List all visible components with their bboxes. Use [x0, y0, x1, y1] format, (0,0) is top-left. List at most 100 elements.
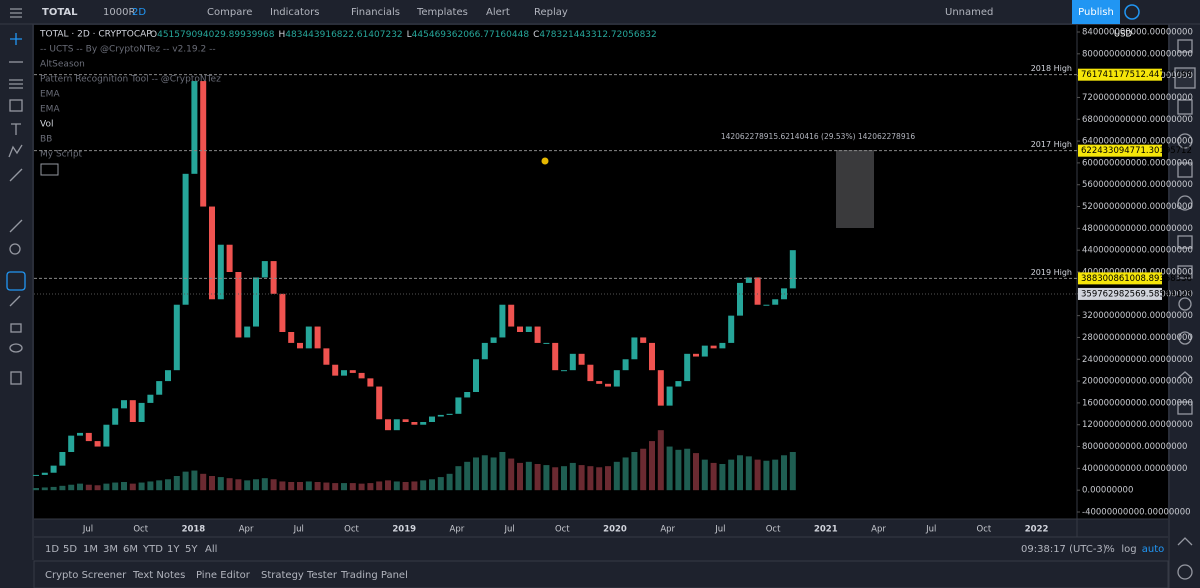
volume-bar	[481, 455, 488, 491]
toolbar-button[interactable]: Financials	[351, 7, 400, 18]
volume-bar	[77, 483, 83, 491]
news[interactable]	[1177, 99, 1193, 115]
range-button[interactable]: 3M	[103, 544, 118, 555]
volume-bar	[314, 482, 321, 491]
layout-name[interactable]: Unnamed	[945, 7, 993, 18]
volume-bar	[411, 481, 418, 491]
volume-bar	[429, 479, 435, 491]
lock-tool[interactable]	[10, 323, 22, 333]
x-tick-label: Jul	[925, 525, 936, 535]
details[interactable]	[1174, 67, 1196, 89]
magnet-tool[interactable]	[6, 271, 26, 291]
ruler-tool[interactable]	[9, 219, 23, 233]
toolbar-button[interactable]: Alert	[486, 7, 510, 18]
range-button[interactable]: All	[205, 544, 217, 555]
interval[interactable]: 1000R	[103, 7, 135, 18]
indicator[interactable]: Vol	[40, 120, 53, 130]
range-button[interactable]: 1Y	[167, 544, 180, 555]
volume-bar	[578, 465, 585, 491]
layers[interactable]	[1177, 537, 1193, 546]
price-tag	[1078, 287, 1162, 300]
visibility-tool[interactable]	[9, 343, 23, 353]
panel-tab[interactable]: Crypto Screener	[45, 570, 127, 581]
indicator[interactable]: AltSeason	[40, 60, 85, 70]
range-button[interactable]: YTD	[142, 544, 163, 555]
symbol[interactable]: TOTAL	[42, 7, 78, 18]
toolbar-button[interactable]: Templates	[416, 7, 468, 18]
indicator[interactable]: BB	[40, 135, 52, 145]
candle	[437, 414, 444, 417]
resolution[interactable]: 2D	[132, 7, 146, 18]
toolbar-button[interactable]: Indicators	[270, 7, 319, 18]
menu-icon[interactable]	[10, 8, 22, 18]
percent-toggle[interactable]: %	[1105, 544, 1115, 555]
streams[interactable]	[1177, 235, 1193, 249]
x-tick-label: Jul	[293, 525, 304, 535]
volume-bar	[561, 466, 567, 491]
zoom-tool[interactable]	[9, 243, 21, 255]
range-button[interactable]: 1M	[83, 544, 98, 555]
ohlc-value: 445469362066.77160448	[412, 30, 530, 40]
trash-tool[interactable]	[10, 371, 22, 385]
candle	[543, 342, 550, 344]
auto-toggle[interactable]: auto	[1142, 544, 1165, 555]
log-toggle[interactable]: log	[1121, 544, 1136, 555]
volume-bar	[41, 487, 48, 491]
prediction-tool[interactable]	[9, 168, 23, 182]
collapse[interactable]	[1177, 371, 1193, 379]
price-tag	[1078, 144, 1162, 157]
candle	[754, 277, 761, 305]
toolbar-button[interactable]: Replay	[534, 7, 568, 18]
alerts[interactable]	[1177, 133, 1193, 149]
range-button[interactable]: 1D	[45, 544, 59, 555]
pattern-tool[interactable]	[8, 144, 23, 158]
range-button[interactable]: 6M	[123, 544, 138, 555]
x-tick-label: 2019	[392, 525, 416, 535]
indicator[interactable]: Pattern Recognition Tool -- @CryptoNTez	[40, 75, 221, 85]
indicator[interactable]: -- UCTS -- By @CryptoNTez -- v2.19.2 --	[40, 45, 216, 55]
toolbar-button[interactable]: Compare	[207, 7, 252, 18]
candle	[314, 326, 321, 349]
volume-bar	[367, 483, 374, 491]
volume-bar	[745, 456, 752, 491]
price-tag	[1078, 272, 1162, 285]
volume-bar	[94, 485, 101, 491]
indicator[interactable]: EMA	[40, 105, 60, 115]
dom[interactable]	[1177, 401, 1193, 415]
publish-button[interactable]	[1072, 0, 1120, 24]
candle	[728, 315, 735, 343]
candle	[305, 326, 312, 349]
shape-tool[interactable]	[9, 99, 23, 112]
volume-bar	[719, 464, 726, 491]
range-button[interactable]: 5Y	[185, 544, 198, 555]
fib-tool[interactable]	[9, 79, 23, 89]
indicator[interactable]: EMA	[40, 90, 60, 100]
panel-tab[interactable]: Trading Panel	[340, 570, 408, 581]
hotlists[interactable]	[1178, 297, 1192, 311]
price-tag	[1078, 68, 1162, 81]
watchlist[interactable]	[1177, 39, 1193, 53]
notifications[interactable]	[1178, 331, 1192, 345]
draw-mode[interactable]	[9, 295, 21, 307]
range-button[interactable]: 5D	[63, 544, 77, 555]
text-tool[interactable]	[11, 123, 21, 135]
candle	[772, 299, 779, 305]
panel-tab[interactable]: Pine Editor	[196, 570, 251, 581]
chats[interactable]	[1177, 265, 1193, 279]
panel-tab[interactable]: Text Notes	[132, 570, 185, 581]
publish-label[interactable]: Publish	[1078, 7, 1114, 18]
ideas[interactable]	[1177, 195, 1193, 211]
price-tag-label: 359762982569.58544128	[1081, 289, 1192, 299]
crosshair-tool[interactable]	[10, 33, 22, 45]
panel-tab[interactable]: Strategy Tester	[261, 570, 338, 581]
help[interactable]	[1177, 564, 1193, 580]
y-tick-label: 200000000000.00000000	[1082, 377, 1193, 387]
play-button[interactable]	[1124, 4, 1140, 20]
volume-bar	[631, 452, 638, 491]
x-tick-label: Jul	[503, 525, 514, 535]
calendar[interactable]	[1177, 162, 1193, 178]
indicator[interactable]: My Script	[40, 150, 83, 160]
candle	[693, 353, 699, 357]
x-tick-label: Apr	[871, 525, 886, 535]
collapse-legend[interactable]	[40, 163, 59, 176]
